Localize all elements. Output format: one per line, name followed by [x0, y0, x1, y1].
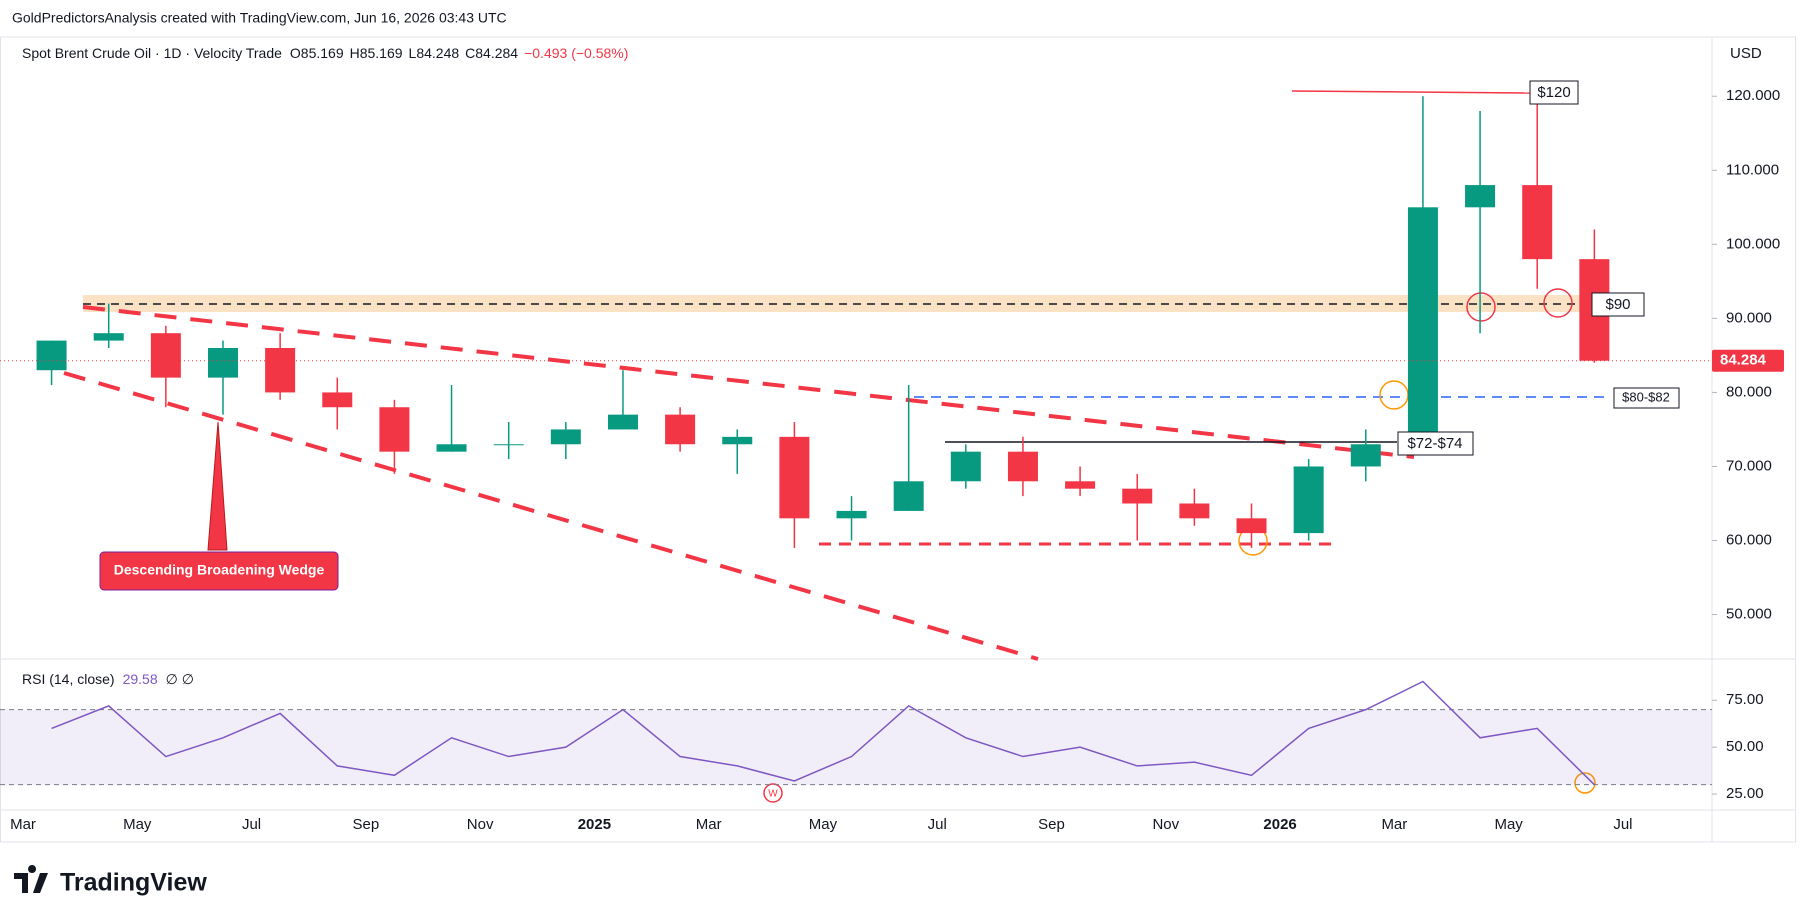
- rsi-extra: ∅ ∅: [166, 671, 194, 687]
- last-price-box: [1712, 349, 1784, 372]
- candle-body: [893, 481, 924, 511]
- y-tick-label: 70.000: [1726, 457, 1772, 474]
- x-tick-label: Mar: [10, 816, 36, 833]
- x-tick-label: May: [1494, 816, 1523, 833]
- annotation: $120: [1537, 84, 1570, 101]
- candle-body: [836, 510, 867, 519]
- candle-body: [950, 451, 981, 482]
- y-tick-label: 90.000: [1726, 309, 1772, 326]
- y-tick-label: 100.000: [1726, 235, 1780, 252]
- candle-body: [550, 429, 581, 445]
- last-price-label: 84.284: [1720, 352, 1767, 369]
- candle-body: [207, 348, 238, 378]
- level-120: [1291, 90, 1531, 94]
- legend: Spot Brent Crude Oil · 1D · Velocity Tra…: [22, 45, 628, 61]
- y-tick-label: 50.000: [1726, 606, 1772, 623]
- wedge-lower: [63, 371, 1039, 661]
- candle-body: [1293, 466, 1324, 534]
- ohlc: L84.248: [409, 45, 460, 61]
- rsi-band: [0, 709, 1712, 785]
- x-tick-label: Nov: [1152, 816, 1179, 833]
- candle-body: [1407, 207, 1438, 445]
- candle-body: [150, 333, 181, 378]
- circle: [1543, 288, 1573, 318]
- annotation: $80-$82: [1622, 389, 1670, 404]
- candle-body: [436, 444, 467, 452]
- candle-body: [1465, 185, 1496, 208]
- symbol: Spot Brent Crude Oil · 1D · Velocity Tra…: [22, 45, 282, 61]
- candle-body: [665, 414, 696, 445]
- rsi-legend: RSI (14, close) 29.58 ∅ ∅: [22, 671, 194, 687]
- candle-body: [1522, 185, 1553, 260]
- x-tick-label: Jul: [928, 816, 947, 833]
- x-tick-label: May: [123, 816, 152, 833]
- candle-body: [93, 333, 124, 341]
- header: GoldPredictorsAnalysis created with Trad…: [12, 10, 507, 26]
- drawings: [63, 90, 1610, 803]
- ohlc: H85.169: [350, 45, 403, 61]
- candle-body: [607, 414, 638, 430]
- x-tick-label: May: [809, 816, 838, 833]
- candles: [0, 96, 1712, 548]
- x-tick-label: 2026: [1263, 816, 1296, 833]
- candle-body: [322, 392, 353, 408]
- label-box: [1529, 80, 1579, 105]
- candle-body: [722, 436, 753, 445]
- candle-body: [493, 444, 524, 446]
- candle-body: [1065, 481, 1096, 489]
- annotation: $90: [1605, 296, 1630, 313]
- circle: [1574, 772, 1596, 794]
- x-tick-label: Mar: [696, 816, 722, 833]
- x-tick-label: Jul: [1613, 816, 1632, 833]
- brand: TradingView: [60, 869, 207, 897]
- candle-body: [379, 407, 410, 452]
- annotation: Descending Broadening Wedge: [114, 562, 325, 578]
- candle-body: [1179, 503, 1210, 519]
- candle-body: [1350, 444, 1381, 467]
- y-tick-label: 75.00: [1726, 691, 1764, 708]
- rsi-line: [51, 680, 1595, 786]
- label-box: [1613, 387, 1680, 409]
- circle: [1466, 292, 1496, 322]
- x-tick-label: 2025: [578, 816, 611, 833]
- change: −0.493 (−0.58%): [524, 45, 628, 61]
- rsi-title: RSI (14, close): [22, 671, 115, 687]
- x-tick-label: Sep: [1038, 816, 1065, 833]
- wedge-upper: [82, 305, 1415, 459]
- annotation: $72-$74: [1407, 435, 1462, 452]
- annotations: $120 $90 $80-$82 $72-$74 Descending Broa…: [99, 80, 1680, 800]
- x-tick-label: Nov: [467, 816, 494, 833]
- label-box: [99, 551, 339, 591]
- y-tick-label: 110.000: [1726, 161, 1779, 178]
- candle-body: [1236, 518, 1267, 534]
- label-box: [1591, 292, 1645, 317]
- rsi-value: 29.58: [123, 671, 158, 687]
- x-tick-label: Mar: [1381, 816, 1407, 833]
- x-tick-label: Jul: [242, 816, 261, 833]
- candle-body: [1007, 451, 1038, 482]
- label-box: [1397, 431, 1474, 456]
- x-tick-label: Sep: [352, 816, 379, 833]
- y-tick-label: 120.000: [1726, 87, 1780, 104]
- candle-body: [779, 436, 810, 519]
- currency: USD: [1730, 45, 1762, 62]
- logo-icon: [14, 865, 48, 893]
- ohlc: O85.169: [290, 45, 344, 61]
- y-tick-label: 80.000: [1726, 383, 1772, 400]
- candle-body: [36, 340, 67, 371]
- frame: [0, 36, 1796, 843]
- y-tick-label: 50.00: [1726, 738, 1764, 755]
- y-tick-label: 60.000: [1726, 531, 1772, 548]
- candle-body: [265, 348, 296, 393]
- y-tick-label: 25.00: [1726, 785, 1764, 802]
- logo: TradingView: [14, 865, 207, 897]
- candle-body: [1122, 488, 1153, 504]
- arrow: [207, 421, 228, 551]
- ohlc: C84.284: [465, 45, 518, 61]
- circle: [763, 783, 783, 803]
- resistance-zone: [83, 295, 1587, 312]
- annotation: W: [768, 789, 778, 800]
